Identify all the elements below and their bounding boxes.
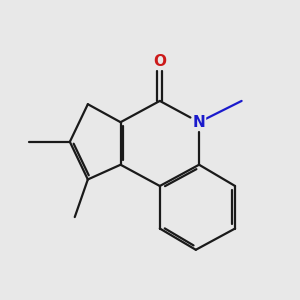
Text: N: N bbox=[193, 115, 206, 130]
Text: O: O bbox=[153, 54, 166, 69]
